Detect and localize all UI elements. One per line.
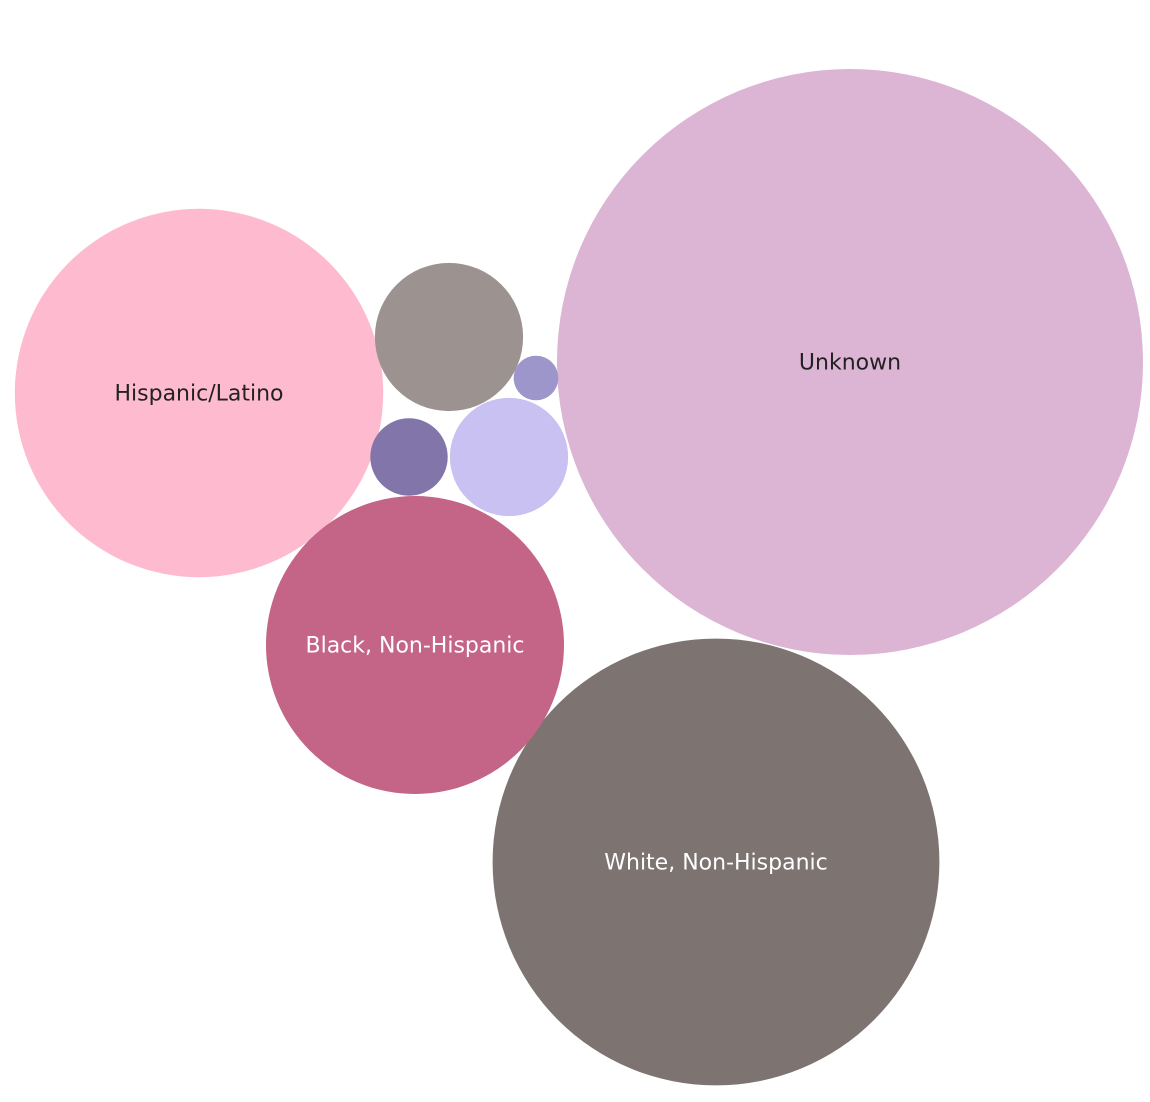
bubble-unknown[interactable] (557, 69, 1143, 655)
bubble-hispanic-latino[interactable] (14, 208, 384, 578)
bubble-label-black-non-hispanic: Black, Non-Hispanic (305, 634, 524, 659)
bubble-unlabeled-6[interactable] (449, 397, 569, 517)
bubble-unlabeled-8[interactable] (513, 355, 559, 401)
bubble-label-hispanic-latino: Hispanic/Latino (114, 382, 283, 407)
bubble-unlabeled-7[interactable] (370, 418, 448, 496)
bubble-label-white-non-hispanic: White, Non-Hispanic (604, 851, 827, 876)
bubble-white-non-hispanic[interactable] (492, 638, 940, 1086)
bubble-label-unknown: Unknown (799, 351, 901, 376)
bubble-black-non-hispanic[interactable] (266, 496, 564, 794)
bubble-unlabeled-5[interactable] (374, 262, 524, 412)
